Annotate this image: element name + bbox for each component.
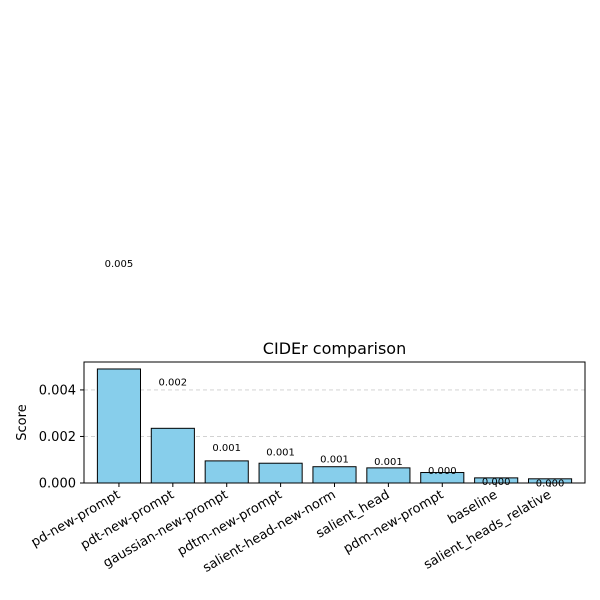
y-tick-label: 0.000 <box>39 477 76 492</box>
bar-value-label: 0.005 <box>105 259 134 270</box>
bar <box>150 427 195 484</box>
bar <box>96 368 141 484</box>
y-tick-label: 0.004 <box>39 383 76 398</box>
y-axis-label: Score <box>15 404 30 440</box>
y-axis-ticks: 0.000 0.002 0.004 <box>39 383 84 492</box>
bar-value-label: 0.002 <box>159 378 188 389</box>
y-tick-label: 0.002 <box>39 430 76 445</box>
bar <box>312 466 357 484</box>
bar-value-label: 0.000 <box>428 466 457 477</box>
x-tick-label: pdm-new-prompt <box>341 487 446 556</box>
bar-value-label: 0.001 <box>374 457 403 468</box>
bars <box>96 368 573 484</box>
bar-value-label: 0.001 <box>266 447 295 458</box>
bar-value-label: 0.001 <box>320 454 349 465</box>
bar <box>204 460 249 484</box>
x-tick-label: pd-new-prompt <box>29 487 123 550</box>
x-axis-ticks: pd-new-promptpdt-new-promptgaussian-new-… <box>29 483 554 576</box>
bar-value-label: 0.000 <box>482 477 511 488</box>
bar <box>258 462 303 484</box>
chart-title: CIDEr comparison <box>263 339 406 358</box>
bar <box>366 467 411 484</box>
bar-value-label: 0.001 <box>212 443 241 454</box>
